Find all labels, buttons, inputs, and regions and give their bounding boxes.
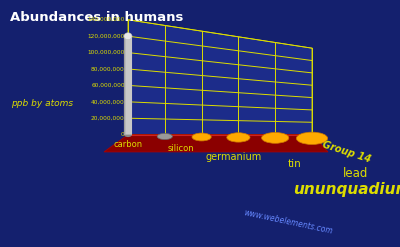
Ellipse shape (227, 133, 250, 142)
Text: 140,000,000: 140,000,000 (88, 17, 125, 22)
Text: Abundances in humans: Abundances in humans (10, 11, 183, 24)
Text: 120,000,000: 120,000,000 (88, 34, 125, 39)
Text: carbon: carbon (114, 140, 142, 148)
Text: 60,000,000: 60,000,000 (91, 83, 125, 88)
Text: 80,000,000: 80,000,000 (91, 66, 125, 71)
Ellipse shape (296, 132, 328, 144)
Text: ununquadium: ununquadium (293, 182, 400, 197)
Polygon shape (128, 20, 312, 135)
Polygon shape (104, 135, 328, 152)
Text: ppb by atoms: ppb by atoms (11, 99, 73, 108)
Ellipse shape (262, 132, 289, 143)
Text: tin: tin (288, 159, 301, 169)
Text: 100,000,000: 100,000,000 (88, 50, 125, 55)
Text: www.webelements.com: www.webelements.com (243, 208, 333, 236)
Ellipse shape (192, 133, 211, 141)
Text: Group 14: Group 14 (320, 139, 372, 165)
Text: 40,000,000: 40,000,000 (91, 99, 125, 104)
Ellipse shape (124, 132, 132, 137)
Text: germanium: germanium (206, 152, 262, 162)
Text: 20,000,000: 20,000,000 (91, 116, 125, 121)
Ellipse shape (157, 133, 172, 140)
Text: lead: lead (342, 167, 368, 180)
Polygon shape (124, 36, 125, 135)
Polygon shape (124, 36, 132, 135)
Text: 0: 0 (121, 132, 125, 137)
Ellipse shape (124, 33, 132, 40)
Text: silicon: silicon (168, 144, 194, 153)
